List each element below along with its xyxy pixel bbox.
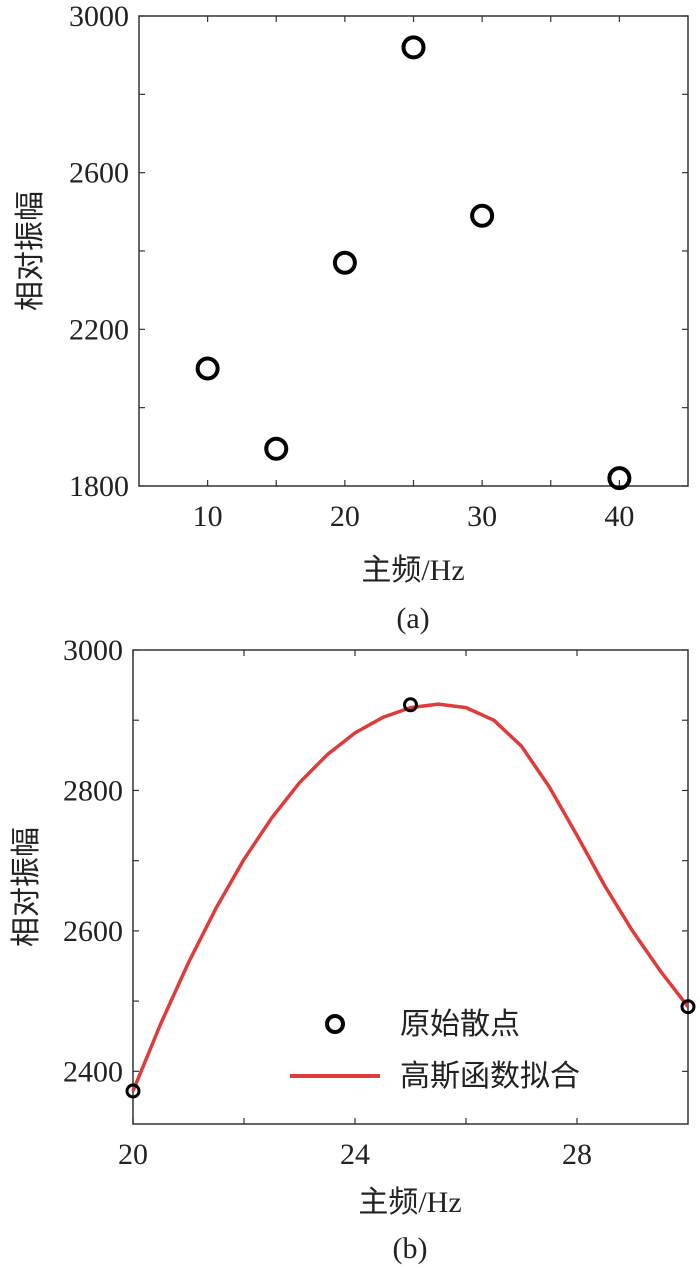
data-point [470,203,495,228]
legend-label-line: 高斯函数拟合 [400,1060,580,1093]
x-tick-label: 28 [562,1138,592,1171]
x-tick-labels: 20 24 28 [118,650,592,1171]
data-point [125,1083,141,1099]
panel-b: 2400 2600 2800 3000 20 24 28 原始散点 高斯函数拟合 主频/H… [10,634,696,1265]
y-tick-label: 2800 [63,774,123,807]
y-tick-labels: 1800 2200 2600 3000 [69,0,688,503]
plot-frame [138,15,689,487]
x-axis-label: 主频/Hz [358,1186,461,1219]
x-tick-label: 24 [340,1138,370,1171]
panel-label: (a) [396,602,429,635]
x-tick-label: 20 [118,1138,148,1171]
x-tick-label: 20 [330,500,360,533]
x-tick-label: 30 [467,500,497,533]
data-marks [125,697,696,1099]
legend-marker-scatter [325,1014,345,1034]
data-point [264,436,289,461]
y-axis-label: 相对振幅 [10,827,43,947]
y-tick-label: 3000 [63,634,123,667]
x-axis-label: 主频/Hz [361,554,464,587]
y-tick-label: 2400 [63,1055,123,1088]
y-axis-label: 相对振幅 [14,191,47,311]
y-tick-label: 1800 [69,470,129,503]
plot-frame [132,649,689,1125]
data-point [332,250,357,275]
legend: 原始散点 高斯函数拟合 [290,1008,580,1093]
data-marks [195,35,632,491]
y-tick-label: 2600 [69,157,129,190]
data-point [403,697,418,713]
data-point [680,999,696,1015]
fit-curve [131,702,690,1092]
legend-label-scatter: 原始散点 [400,1008,520,1041]
y-tick-label: 2200 [69,313,129,346]
y-tick-label: 2600 [63,915,123,948]
data-point [401,35,426,60]
x-tick-label: 10 [193,500,223,533]
panel-label: (b) [393,1232,428,1265]
data-point [195,356,220,381]
y-tick-label: 3000 [69,0,129,33]
panel-a: 1800 2200 2600 3000 10 20 30 40 主频/Hz 相对振幅 (a) [14,0,689,635]
y-tick-labels: 2400 2600 2800 3000 [63,634,688,1088]
x-tick-label: 40 [604,500,634,533]
data-point [607,466,632,491]
x-tick-labels: 10 20 30 40 [193,16,634,533]
